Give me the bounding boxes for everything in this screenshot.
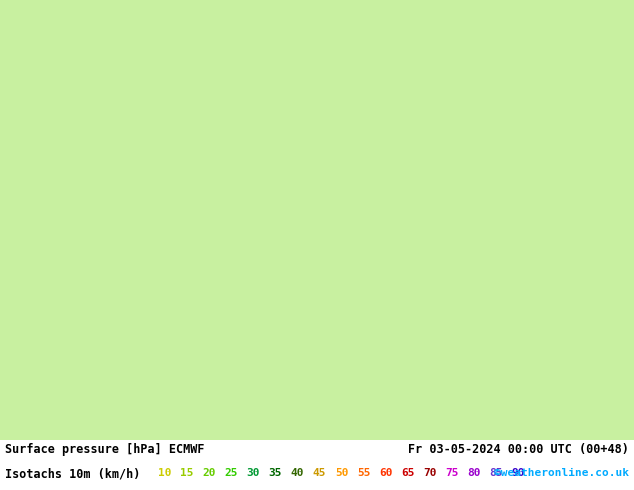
Text: Fr 03-05-2024 00:00 UTC (00+48): Fr 03-05-2024 00:00 UTC (00+48) bbox=[408, 442, 629, 456]
Text: Isotachs 10m (km/h): Isotachs 10m (km/h) bbox=[5, 467, 141, 481]
Text: 55: 55 bbox=[357, 467, 370, 477]
Text: 75: 75 bbox=[445, 467, 459, 477]
Text: 10: 10 bbox=[158, 467, 172, 477]
Text: 45: 45 bbox=[313, 467, 327, 477]
Text: 85: 85 bbox=[489, 467, 503, 477]
Text: 70: 70 bbox=[424, 467, 437, 477]
Text: 40: 40 bbox=[291, 467, 304, 477]
Text: 50: 50 bbox=[335, 467, 349, 477]
Text: 15: 15 bbox=[181, 467, 194, 477]
Text: 25: 25 bbox=[224, 467, 238, 477]
Text: 65: 65 bbox=[401, 467, 415, 477]
Text: 35: 35 bbox=[269, 467, 282, 477]
Text: 60: 60 bbox=[379, 467, 392, 477]
Text: 30: 30 bbox=[247, 467, 260, 477]
Text: 80: 80 bbox=[467, 467, 481, 477]
Text: 20: 20 bbox=[202, 467, 216, 477]
Text: Surface pressure [hPa] ECMWF: Surface pressure [hPa] ECMWF bbox=[5, 442, 205, 456]
Text: 90: 90 bbox=[512, 467, 525, 477]
Text: ©weatheronline.co.uk: ©weatheronline.co.uk bbox=[494, 467, 629, 477]
